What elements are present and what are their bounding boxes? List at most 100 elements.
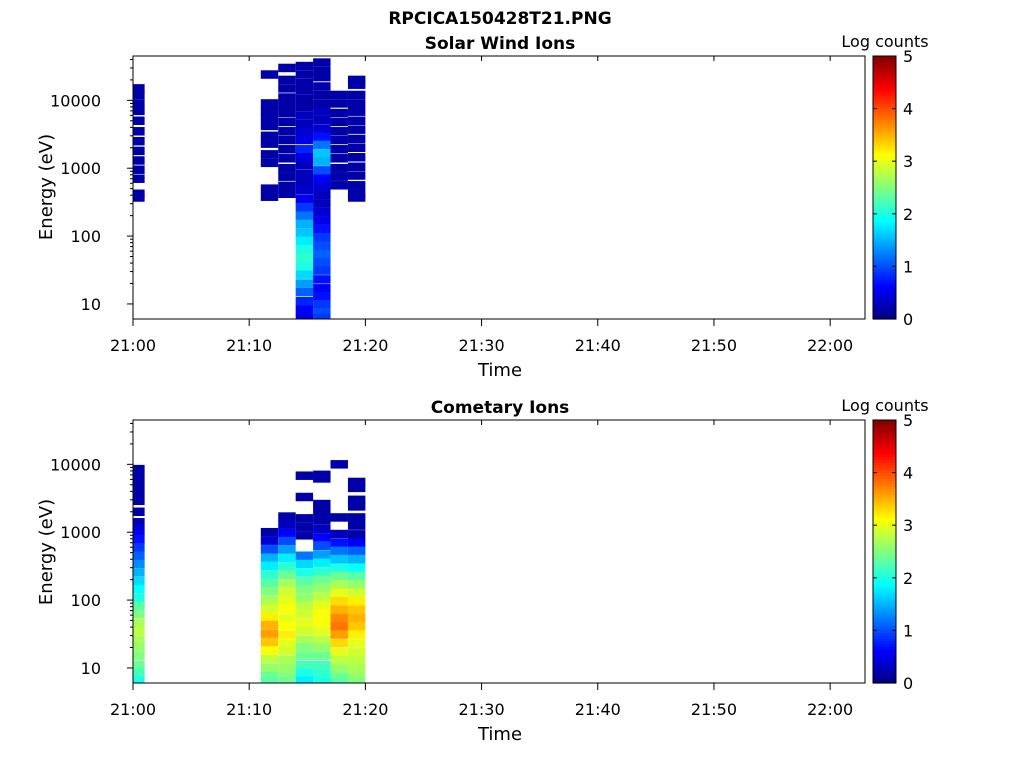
colorbar-segment bbox=[873, 661, 896, 666]
colorbar-segment bbox=[873, 190, 896, 194]
heatmap-cell bbox=[313, 241, 331, 250]
heatmap-cell bbox=[260, 150, 279, 159]
heatmap-cell bbox=[347, 530, 366, 539]
heatmap-cell bbox=[278, 613, 296, 622]
heatmap-cell bbox=[347, 90, 366, 100]
colorbar-segment bbox=[873, 656, 896, 660]
heatmap-cell bbox=[295, 178, 314, 187]
heatmap-cell bbox=[295, 531, 314, 540]
heatmap-cell bbox=[295, 194, 314, 204]
heatmap-cell bbox=[330, 99, 348, 108]
heatmap-cell bbox=[278, 181, 296, 191]
heatmap-cell bbox=[347, 134, 366, 144]
axes: 21:00 21:10 21:20 21:30 21:40 21:50 22:00 10 100… bbox=[50, 419, 866, 719]
heatmap-cell bbox=[347, 502, 366, 511]
heatmap-cell bbox=[295, 593, 314, 603]
heatmap-cell bbox=[313, 132, 331, 142]
heatmap-cell bbox=[295, 119, 314, 129]
heatmap-cell bbox=[260, 158, 279, 168]
heatmap-cell bbox=[313, 600, 331, 610]
heatmap-cell bbox=[295, 86, 314, 95]
heatmap-cell bbox=[278, 84, 296, 93]
colorbar-segment bbox=[873, 459, 896, 463]
heatmap-cell bbox=[347, 107, 366, 116]
heatmap-cell bbox=[313, 618, 331, 627]
heatmap-cell bbox=[347, 171, 366, 180]
colorbar-segment bbox=[873, 221, 896, 225]
heatmap-cell bbox=[313, 558, 331, 567]
y-tick-label: 1000 bbox=[60, 159, 101, 178]
colorbar-segment bbox=[873, 247, 896, 252]
colorbar-segment bbox=[873, 672, 896, 676]
colorbar-segment bbox=[873, 625, 896, 629]
heatmap-cell bbox=[347, 613, 366, 623]
heatmap-cell bbox=[260, 139, 279, 148]
colorbar-segment bbox=[873, 216, 896, 220]
heatmap-cell bbox=[260, 192, 279, 201]
colorbar-segment bbox=[873, 142, 896, 147]
heatmap-cell bbox=[278, 100, 296, 110]
heatmap-cell bbox=[347, 588, 366, 598]
heatmap-cell bbox=[330, 605, 348, 614]
colorbar-segment bbox=[873, 530, 896, 534]
heatmap-cell bbox=[313, 592, 331, 601]
colorbar-segment bbox=[873, 525, 896, 529]
colorbar-segment bbox=[873, 287, 896, 291]
colorbar-segment bbox=[873, 577, 896, 582]
colorbar-segment bbox=[873, 158, 896, 162]
colorbar-segment bbox=[873, 205, 896, 210]
heatmap-cell bbox=[330, 672, 348, 682]
heatmap-cell bbox=[278, 621, 296, 630]
heatmap-cell bbox=[347, 80, 366, 89]
colorbar-segment bbox=[873, 240, 896, 244]
colorbar-segment bbox=[873, 300, 896, 304]
heatmap-cell bbox=[313, 275, 331, 284]
y-axis-label: Energy (eV) bbox=[36, 499, 57, 605]
heatmap-cell bbox=[295, 676, 314, 683]
heatmap-cell bbox=[330, 90, 348, 100]
heatmap-cell bbox=[133, 643, 145, 652]
heatmap-cell bbox=[278, 75, 296, 85]
colorbar-segment bbox=[873, 443, 896, 447]
colorbar-segment bbox=[873, 430, 896, 434]
colorbar-segment bbox=[873, 150, 896, 154]
heatmap-cell bbox=[313, 567, 331, 576]
heatmap-cell bbox=[347, 181, 366, 190]
colorbar-tick-label: 1 bbox=[903, 621, 913, 640]
colorbar-segment bbox=[873, 245, 896, 249]
colorbar-segment bbox=[873, 250, 896, 254]
heatmap-cell bbox=[313, 140, 331, 150]
heatmap-cell bbox=[313, 308, 331, 318]
heatmap-cell bbox=[133, 551, 145, 560]
heatmap-cell bbox=[295, 219, 314, 229]
colorbar-segment bbox=[873, 198, 896, 202]
colorbar-segment bbox=[873, 274, 896, 278]
heatmap-cell bbox=[133, 559, 145, 569]
colorbar-segment bbox=[873, 585, 896, 589]
colorbar-segment bbox=[873, 82, 896, 86]
x-tick-label: 21:40 bbox=[575, 700, 621, 719]
heatmap-cell bbox=[347, 655, 366, 665]
heatmap-cell bbox=[347, 648, 366, 657]
heatmap-cell bbox=[133, 660, 145, 670]
solar-wind-panel: Solar Wind Ions Log counts Time Energy (… bbox=[36, 32, 929, 381]
heatmap-cell bbox=[278, 189, 296, 199]
heatmap-cell bbox=[347, 664, 366, 673]
heatmap-cell bbox=[295, 287, 314, 297]
colorbar-segment bbox=[873, 504, 896, 508]
x-axis-label: Time bbox=[477, 360, 522, 381]
axes: 21:00 21:10 21:20 21:30 21:40 21:50 22:00 10 100… bbox=[50, 55, 866, 355]
colorbar-segment bbox=[873, 266, 896, 270]
colorbar-segment bbox=[873, 169, 896, 173]
heatmap-cell bbox=[313, 499, 331, 509]
heatmap-cell bbox=[313, 190, 331, 200]
colorbar-segment bbox=[873, 483, 896, 487]
heatmap-cell bbox=[133, 593, 145, 603]
colorbar-segment bbox=[873, 153, 896, 157]
colorbar-segment bbox=[873, 119, 896, 123]
colorbar-segment bbox=[873, 540, 896, 545]
heatmap-cell bbox=[133, 651, 145, 661]
heatmap-cell bbox=[313, 166, 331, 175]
colorbar-segment bbox=[873, 137, 896, 141]
colorbar-tick-label: 4 bbox=[903, 100, 913, 119]
